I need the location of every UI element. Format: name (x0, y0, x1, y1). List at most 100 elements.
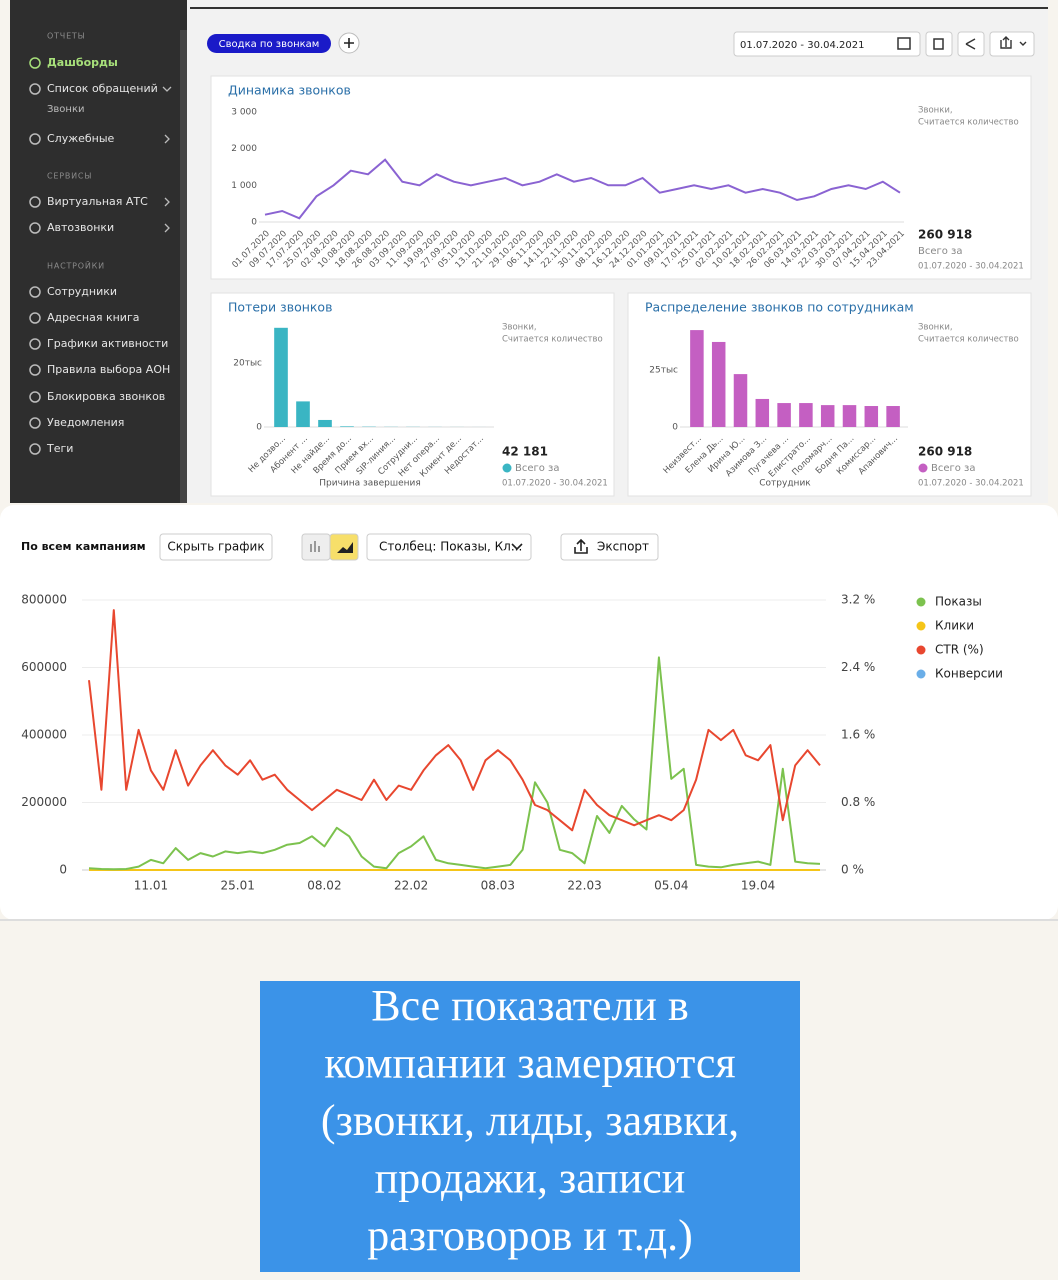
sidebar-item[interactable]: Виртуальная АТС (47, 195, 148, 208)
y-tick-label: 25тыс (649, 366, 678, 376)
bar (820, 405, 835, 427)
sidebar-item[interactable]: Дашборды (47, 56, 118, 69)
sidebar (10, 0, 187, 503)
total-label: Всего за (515, 463, 560, 474)
chevron (164, 197, 170, 207)
bar (886, 406, 900, 427)
date-text: 01.07.2020 - 30.04.2021 (740, 40, 864, 51)
sidebar-item[interactable]: Адресная книга (47, 311, 139, 324)
copy-button[interactable] (925, 31, 953, 57)
sidebar-item[interactable]: Автозвонки (47, 221, 114, 234)
sidebar-icon (29, 57, 41, 69)
sidebar-item[interactable]: Уведомления (47, 416, 124, 429)
legend-dot[interactable] (916, 621, 926, 631)
y2-tick-label: 0 % (841, 863, 864, 877)
axis-note: Считается количество (502, 335, 603, 345)
bar (864, 406, 879, 427)
y-tick-label: 0 (59, 863, 67, 877)
x-tick-label: 22.02 (394, 879, 428, 893)
export-button[interactable] (989, 31, 1035, 57)
sidebar-icon (29, 222, 41, 234)
line (88, 656, 821, 871)
sidebar-heading: ОТЧЕТЫ (47, 32, 85, 41)
x-axis-label: Сотрудник (759, 479, 811, 489)
card-title: Распределение звонков по сотрудникам (645, 300, 914, 315)
sidebar-item[interactable]: Графики активности (47, 337, 168, 350)
chevron (164, 223, 170, 233)
legend-label[interactable]: CTR (%) (935, 643, 984, 657)
sidebar-icon (29, 133, 41, 145)
date-field[interactable] (733, 31, 921, 57)
sidebar-icon (29, 417, 41, 429)
total-label: Всего за (931, 463, 976, 474)
y-tick-label: 2 000 (231, 144, 257, 154)
chevron (162, 86, 172, 92)
bar (296, 401, 310, 427)
bar (777, 403, 791, 427)
bar (711, 341, 726, 427)
total-label: Всего за (918, 246, 963, 257)
legend-dot (918, 463, 928, 473)
area-toggle[interactable] (329, 533, 359, 561)
legend-label[interactable]: Клики (935, 619, 974, 633)
bar (842, 405, 857, 427)
total-period: 01.07.2020 - 30.04.2021 (918, 479, 1024, 489)
total: 260 918 (918, 445, 972, 459)
sidebar-item[interactable]: Блокировка звонков (47, 390, 165, 403)
caption-line: компании замеряются (324, 1039, 735, 1088)
hide-button[interactable] (159, 533, 273, 561)
tab[interactable] (207, 34, 331, 53)
legend-label[interactable]: Показы (935, 595, 982, 609)
share-button[interactable] (957, 31, 985, 57)
sidebar-icon (29, 312, 41, 324)
sidebar-icon (29, 364, 41, 376)
sidebar-item[interactable]: Теги (46, 442, 73, 455)
total: 42 181 (502, 445, 548, 459)
bar (274, 327, 288, 427)
bar (755, 398, 770, 427)
sidebar-item[interactable]: Сотрудники (47, 285, 117, 298)
direct-card (0, 505, 1058, 920)
sidebar-heading: СЕРВИСЫ (47, 172, 92, 181)
sidebar-subitem[interactable]: Звонки (47, 104, 85, 115)
sidebar-item[interactable]: Список обращений (47, 82, 158, 95)
axis-note: Звонки, (918, 106, 953, 116)
y-tick-label: 200000 (21, 795, 67, 809)
caption-box (260, 981, 800, 1272)
x-tick-label: 11.01 (134, 879, 168, 893)
sidebar-icon (29, 443, 41, 455)
y2-tick-label: 0.8 % (841, 795, 875, 809)
x-tick-label: 05.04 (654, 879, 688, 893)
bar (318, 419, 332, 427)
x-axis-label: Причина завершения (319, 479, 421, 489)
sidebar-icon (29, 83, 41, 95)
card-title: Потери звонков (228, 300, 332, 315)
y2-tick-label: 3.2 % (841, 593, 875, 607)
card (210, 75, 1032, 280)
export-icon (574, 538, 588, 554)
x-tick-label: 08.03 (481, 879, 515, 893)
tab-label: Сводка по звонкам (219, 39, 320, 50)
line (264, 158, 901, 220)
legend-dot[interactable] (916, 669, 926, 679)
total-period: 01.07.2020 - 30.04.2021 (918, 262, 1024, 272)
card-title: Динамика звонков (228, 83, 351, 98)
y-tick-label: 3 000 (231, 108, 257, 118)
sidebar-item[interactable]: Служебные (47, 132, 115, 145)
axis-note: Считается количество (918, 118, 1019, 128)
column-select[interactable] (366, 533, 532, 561)
x-tick-label: 19.04 (741, 879, 775, 893)
legend-dot[interactable] (916, 597, 926, 607)
sidebar-item[interactable]: Правила выбора АОН (47, 363, 170, 376)
bar (340, 426, 354, 427)
bar (690, 330, 704, 427)
column-label: Столбец: Показы, Кл... (379, 540, 522, 554)
caption-line: продажи, записи (375, 1154, 686, 1203)
axis-note: Звонки, (502, 323, 537, 333)
legend-label[interactable]: Конверсии (935, 667, 1003, 681)
direct-title: По всем кампаниям (21, 540, 146, 553)
legend-dot[interactable] (916, 645, 926, 655)
axis-note: Считается количество (918, 335, 1019, 345)
y2-tick-label: 2.4 % (841, 660, 875, 674)
